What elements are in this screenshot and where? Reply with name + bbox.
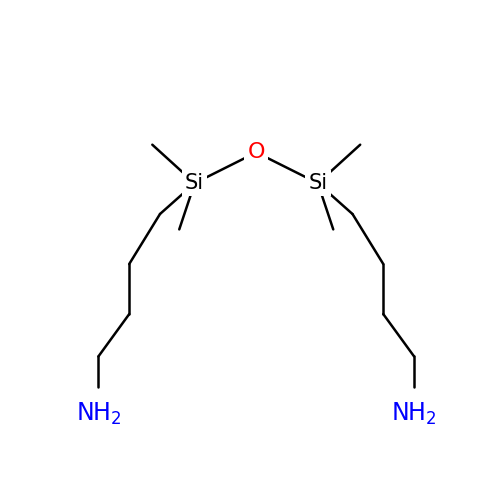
Text: NH$_2$: NH$_2$ xyxy=(76,400,121,427)
Text: Si: Si xyxy=(308,173,328,193)
Text: O: O xyxy=(248,142,265,163)
Text: Si: Si xyxy=(185,173,204,193)
Text: NH$_2$: NH$_2$ xyxy=(392,400,437,427)
